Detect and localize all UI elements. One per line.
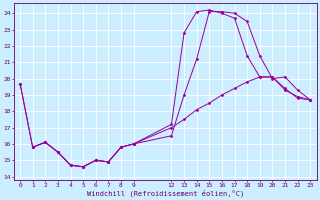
X-axis label: Windchill (Refroidissement éolien,°C): Windchill (Refroidissement éolien,°C) <box>86 189 244 197</box>
